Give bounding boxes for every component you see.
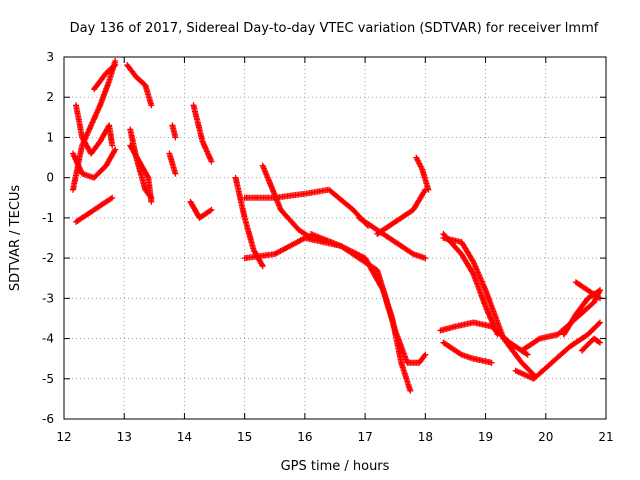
- series-arc-x: [440, 339, 495, 366]
- series-arc-p: [241, 235, 414, 394]
- data-point: [425, 186, 432, 193]
- chart-title: Day 136 of 2017, Sidereal Day-to-day VTE…: [70, 21, 599, 36]
- x-tick-label: 20: [538, 430, 553, 444]
- x-axis-label: GPS time / hours: [281, 459, 390, 474]
- data-point: [488, 359, 495, 366]
- x-tick-label: 13: [117, 430, 132, 444]
- y-tick-label: -6: [42, 412, 54, 426]
- data-point: [112, 146, 119, 153]
- series-arc-c: [70, 146, 119, 181]
- x-tick-label: 19: [478, 430, 493, 444]
- data-point: [148, 194, 155, 201]
- series-arc-d: [73, 194, 116, 225]
- data-point: [109, 142, 116, 149]
- data-point: [422, 255, 429, 262]
- data-point: [597, 319, 603, 326]
- y-tick-label: 1: [46, 130, 54, 144]
- data-point: [109, 194, 116, 201]
- y-tick-label: -3: [42, 291, 54, 305]
- data-point: [523, 350, 530, 357]
- data-points: [70, 58, 603, 394]
- data-point: [535, 336, 542, 343]
- series-arc-ac: [578, 335, 603, 354]
- series-arc-b: [73, 102, 116, 157]
- data-point: [207, 207, 214, 214]
- series-arc-t: [413, 154, 432, 193]
- data-point: [524, 351, 531, 358]
- y-tick-label: -1: [42, 211, 54, 225]
- y-tick-label: 0: [46, 171, 54, 185]
- data-point: [259, 263, 266, 270]
- series-arc-j: [166, 150, 179, 177]
- x-tick-label: 18: [418, 430, 433, 444]
- data-point: [595, 338, 602, 345]
- y-axis-label: SDTVAR / TECUs: [8, 185, 23, 292]
- y-tick-label: -4: [42, 332, 54, 346]
- x-tick-label: 17: [357, 430, 372, 444]
- data-point: [422, 351, 429, 358]
- series-arc-k: [190, 102, 215, 165]
- data-point: [208, 158, 215, 165]
- x-tick-label: 21: [598, 430, 613, 444]
- data-point: [457, 350, 464, 357]
- data-point: [111, 63, 118, 69]
- data-point: [172, 170, 179, 177]
- series-arc-v: [440, 235, 537, 378]
- series-arc-o: [241, 186, 372, 229]
- x-tick-label: 12: [56, 430, 71, 444]
- x-tick-label: 14: [177, 430, 192, 444]
- data-point: [148, 102, 155, 109]
- series-arc-h: [127, 126, 155, 201]
- series-arc-i: [169, 122, 179, 141]
- y-tick-label: -5: [42, 372, 54, 386]
- data-point: [597, 287, 603, 294]
- data-point: [208, 206, 215, 213]
- series-arc-y: [512, 319, 603, 382]
- y-tick-label: -2: [42, 251, 54, 265]
- x-tick-label: 15: [237, 430, 252, 444]
- series-arc-n: [259, 162, 314, 241]
- series-arc-a: [70, 58, 119, 193]
- data-point: [407, 387, 414, 394]
- series-arc-q: [307, 231, 429, 366]
- series-arc-l: [187, 198, 215, 221]
- x-tick-label: 16: [297, 430, 312, 444]
- series-arc-ab: [572, 279, 603, 302]
- series-arc-e: [91, 62, 119, 93]
- data-point: [597, 339, 603, 346]
- y-tick-label: 3: [46, 50, 54, 64]
- y-tick-label: 2: [46, 90, 54, 104]
- series-arc-f: [124, 62, 155, 109]
- series-arc-s: [374, 186, 429, 237]
- data-point: [172, 134, 179, 141]
- data-point: [112, 62, 119, 68]
- plot-frame: [63, 56, 607, 420]
- data-point: [595, 320, 602, 327]
